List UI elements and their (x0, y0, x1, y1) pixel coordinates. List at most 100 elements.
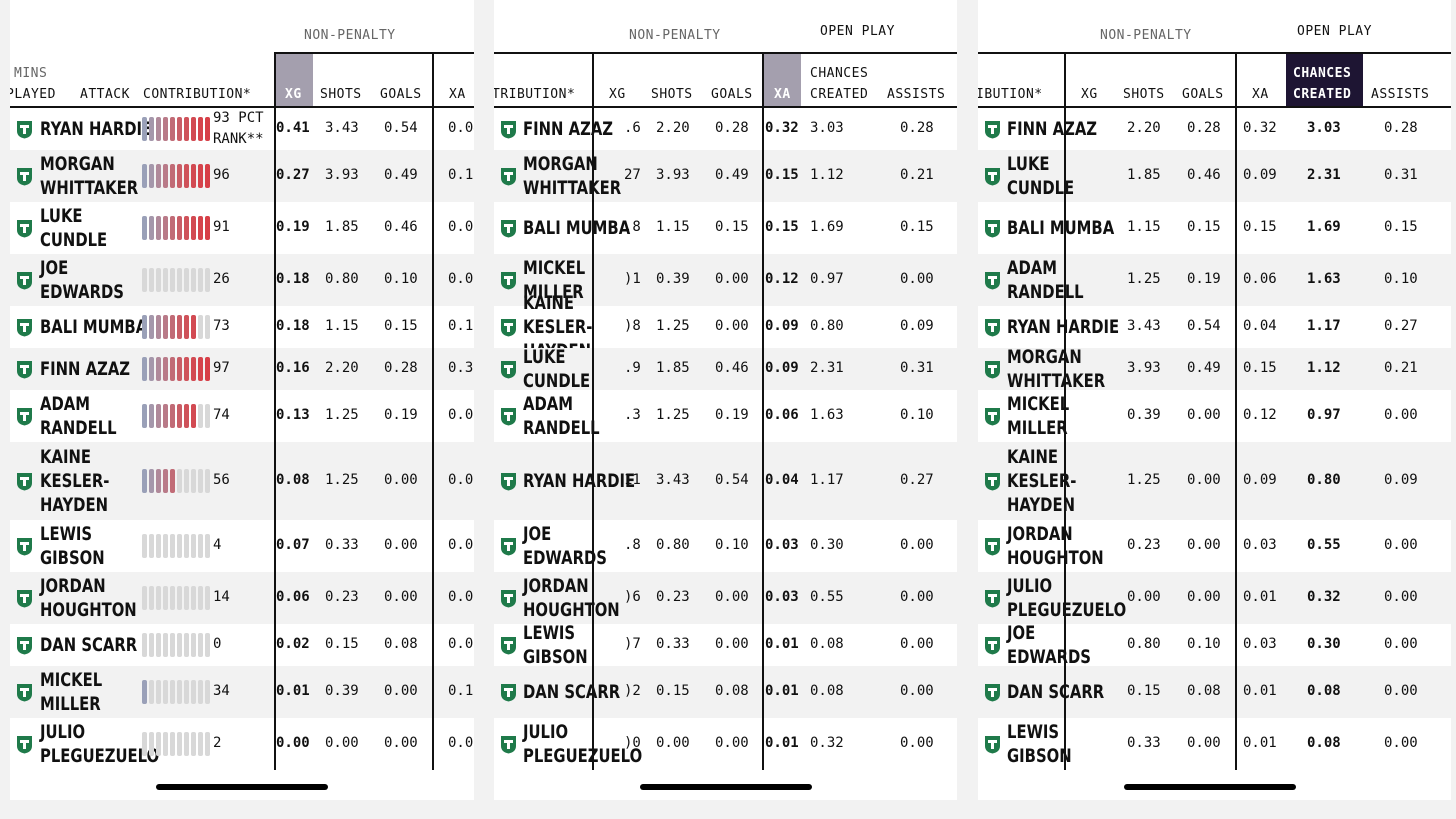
player-name[interactable]: JOE EDWARDS (40, 257, 124, 303)
table-row[interactable] (978, 150, 1451, 202)
table-row[interactable] (494, 520, 957, 572)
col-created[interactable]: CREATED (810, 87, 869, 102)
player-name[interactable]: LEWIS GIBSON (1007, 721, 1072, 767)
home-indicator[interactable] (156, 784, 328, 790)
col-goals[interactable]: GOALS (711, 87, 753, 102)
table-row[interactable] (10, 442, 474, 520)
player-name[interactable]: FINN AZAZ (523, 118, 614, 140)
table-row[interactable] (10, 520, 474, 572)
table-row[interactable] (978, 442, 1451, 520)
table-row[interactable] (10, 108, 474, 150)
player-name[interactable]: ADAM RANDELL (40, 393, 117, 439)
home-indicator[interactable] (1124, 784, 1296, 790)
player-name[interactable]: JOE EDWARDS (523, 523, 607, 569)
table-row[interactable] (978, 520, 1451, 572)
player-name[interactable]: LEWIS GIBSON (40, 523, 105, 569)
player-name[interactable]: KAINE KESLER- HAYDEN (40, 446, 110, 516)
table-row[interactable] (494, 306, 957, 348)
table-row[interactable] (10, 306, 474, 348)
player-name[interactable]: MORGAN WHITTAKER (523, 153, 622, 199)
player-name[interactable]: DAN SCARR (1007, 681, 1105, 703)
player-name[interactable]: JORDAN HOUGHTON (40, 575, 137, 621)
player-name[interactable]: LEWIS GIBSON (523, 622, 588, 668)
col-contribution[interactable]: IBUTION* (978, 87, 1043, 102)
col-xa[interactable]: XA (449, 87, 466, 102)
col-contribution[interactable]: TRIBUTION* (494, 87, 576, 102)
col-assists[interactable]: ASSISTS (1371, 87, 1430, 102)
table-row[interactable] (978, 108, 1451, 150)
player-name[interactable]: KAINE KESLER- HAYDEN (1007, 446, 1077, 516)
table-row[interactable] (494, 348, 957, 390)
player-name[interactable]: FINN AZAZ (1007, 118, 1098, 140)
player-name[interactable]: JULIO PLEGUEZUELO (1007, 575, 1127, 621)
table-row[interactable] (10, 390, 474, 442)
player-name[interactable]: ADAM RANDELL (523, 393, 600, 439)
player-name[interactable]: MICKEL MILLER (40, 669, 103, 715)
player-name[interactable]: JORDAN HOUGHTON (523, 575, 620, 621)
player-name[interactable]: RYAN HARDIE (1007, 316, 1120, 338)
table-row[interactable] (978, 390, 1451, 442)
col-xg[interactable]: XG (285, 87, 302, 102)
player-name[interactable]: JULIO PLEGUEZUELO (40, 721, 160, 767)
table-row[interactable] (494, 390, 957, 442)
home-indicator[interactable] (640, 784, 812, 790)
player-name[interactable]: RYAN HARDIE (40, 118, 153, 140)
table-row[interactable] (494, 202, 957, 254)
table-row[interactable] (978, 572, 1451, 624)
col-chances[interactable]: CHANCES (1293, 66, 1352, 81)
col-assists[interactable]: ASSISTS (887, 87, 946, 102)
col-chances[interactable]: CHANCES (810, 66, 869, 81)
player-name[interactable]: MORGAN WHITTAKER (1007, 346, 1106, 392)
table-row[interactable] (494, 666, 957, 718)
table-row[interactable] (10, 150, 474, 202)
player-name[interactable]: BALI MUMBA (40, 316, 148, 338)
player-name[interactable]: DAN SCARR (40, 634, 138, 656)
col-contribution[interactable]: CONTRIBUTION* (143, 87, 252, 102)
col-shots[interactable]: SHOTS (651, 87, 693, 102)
player-name[interactable]: MICKEL MILLER (523, 257, 586, 303)
table-row[interactable] (494, 572, 957, 624)
table-row[interactable] (494, 442, 957, 520)
table-row[interactable] (978, 254, 1451, 306)
player-name[interactable]: LUKE CUNDLE (1007, 153, 1075, 199)
player-name[interactable]: BALI MUMBA (1007, 217, 1115, 239)
player-name[interactable]: RYAN HARDIE (523, 470, 636, 492)
col-goals[interactable]: GOALS (380, 87, 422, 102)
table-row[interactable] (10, 348, 474, 390)
col-xa[interactable]: XA (774, 87, 791, 102)
table-row[interactable] (978, 202, 1451, 254)
player-name[interactable]: FINN AZAZ (40, 358, 131, 380)
player-name[interactable]: JORDAN HOUGHTON (1007, 523, 1104, 569)
player-name[interactable]: LUKE CUNDLE (523, 346, 591, 392)
table-row[interactable] (978, 666, 1451, 718)
table-row[interactable] (494, 150, 957, 202)
col-goals[interactable]: GOALS (1182, 87, 1224, 102)
table-row[interactable] (494, 254, 957, 306)
player-name[interactable]: BALI MUMBA (523, 217, 631, 239)
col-xa[interactable]: XA (1252, 87, 1269, 102)
col-created[interactable]: CREATED (1293, 87, 1352, 102)
table-row[interactable] (10, 624, 474, 666)
table-row[interactable] (10, 254, 474, 306)
table-row[interactable] (494, 718, 957, 770)
player-name[interactable]: ADAM RANDELL (1007, 257, 1084, 303)
table-row[interactable] (10, 666, 474, 718)
table-row[interactable] (10, 202, 474, 254)
player-name[interactable]: JOE EDWARDS (1007, 622, 1091, 668)
table-row[interactable] (978, 348, 1451, 390)
table-row[interactable] (10, 572, 474, 624)
player-name[interactable]: MICKEL MILLER (1007, 393, 1070, 439)
player-name[interactable]: MORGAN WHITTAKER (40, 153, 139, 199)
table-row[interactable] (494, 624, 957, 666)
table-row[interactable] (978, 306, 1451, 348)
player-name[interactable]: LUKE CUNDLE (40, 205, 108, 251)
col-shots[interactable]: SHOTS (320, 87, 362, 102)
player-name[interactable]: DAN SCARR (523, 681, 621, 703)
col-xg[interactable]: XG (1081, 87, 1098, 102)
table-row[interactable] (10, 718, 474, 770)
table-row[interactable] (978, 624, 1451, 666)
player-name[interactable]: JULIO PLEGUEZUELO (523, 721, 643, 767)
table-row[interactable] (978, 718, 1451, 770)
col-xg[interactable]: XG (609, 87, 626, 102)
col-shots[interactable]: SHOTS (1123, 87, 1165, 102)
